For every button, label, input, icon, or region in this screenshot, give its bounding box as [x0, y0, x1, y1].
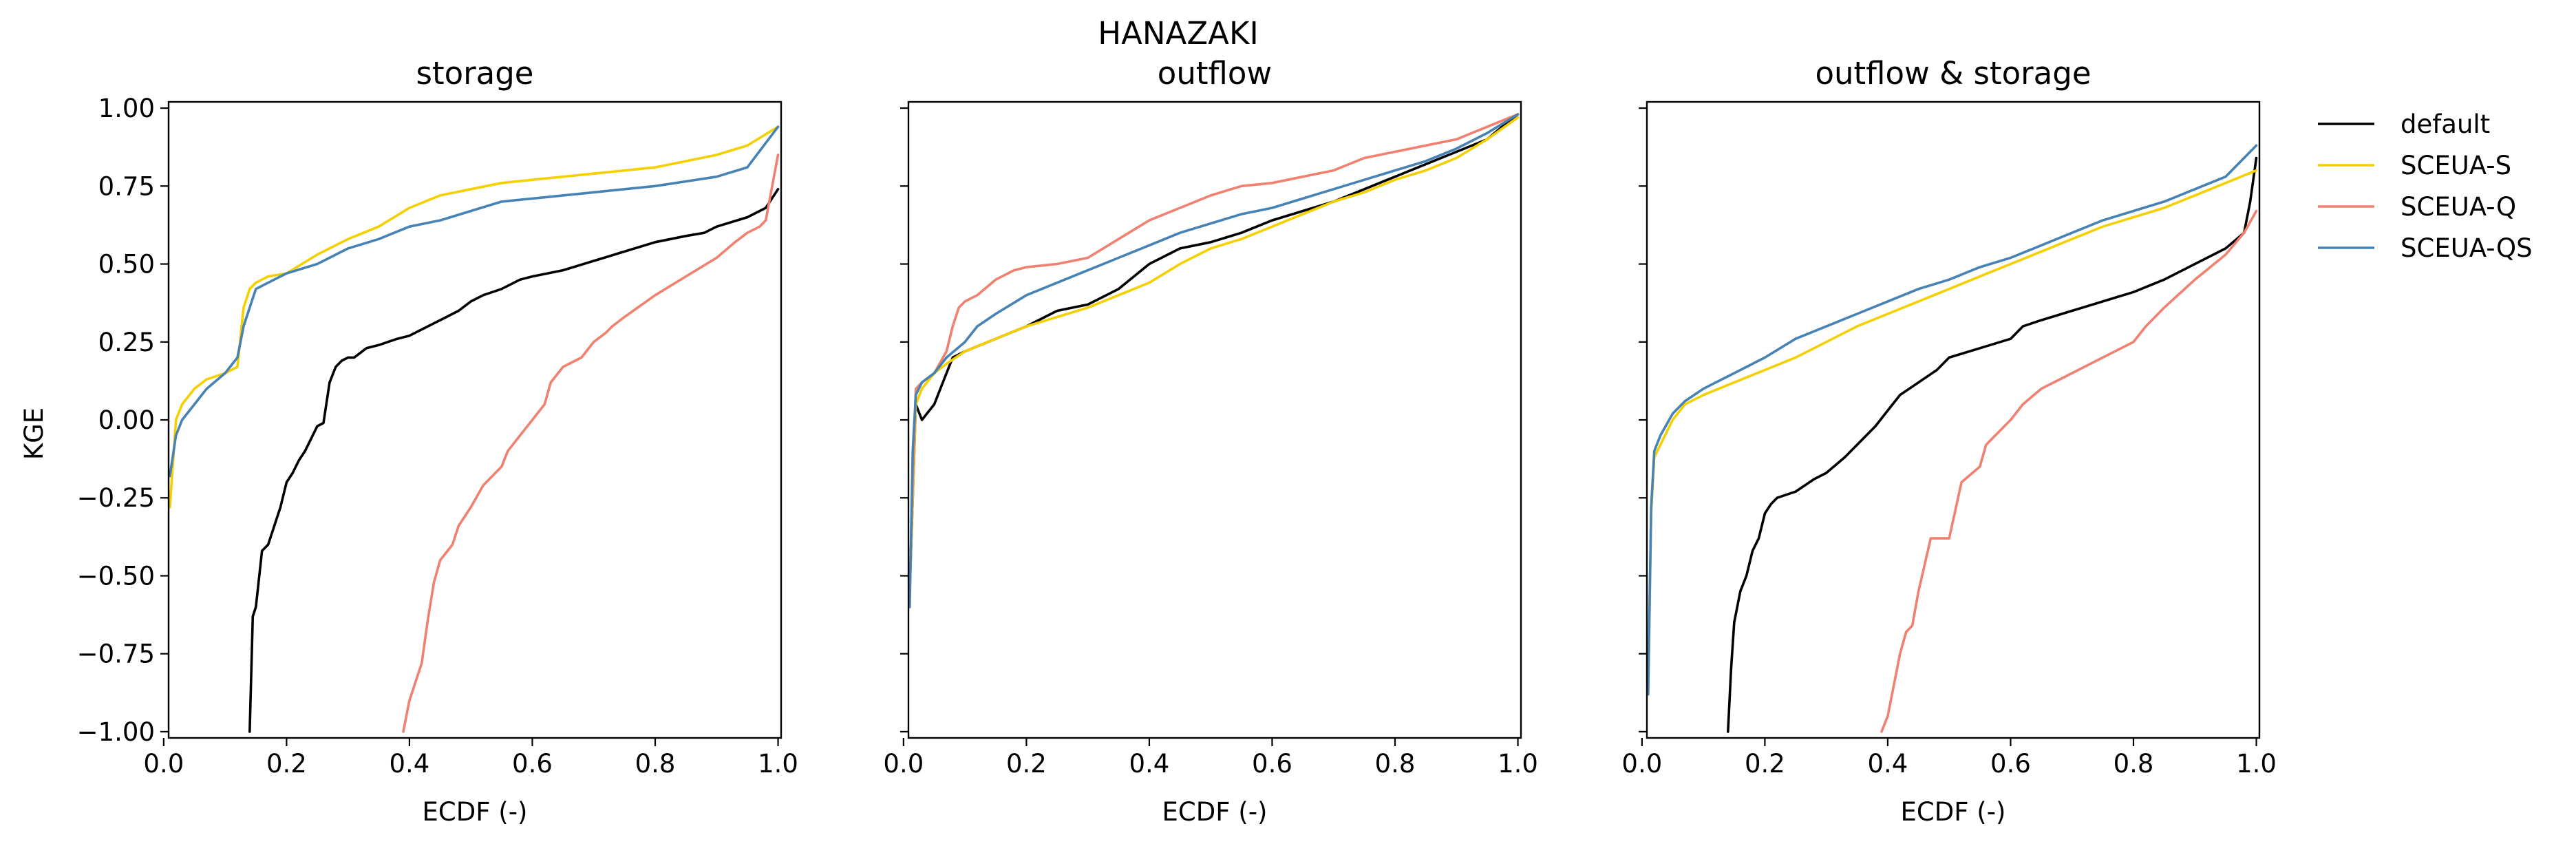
panel-3: outflow & storage 0.0 0.2 0.4 0.6 0.8 1.0 ECDF …	[1621, 55, 2277, 827]
x-tick-label: 0.8	[635, 749, 676, 779]
x-tick-label: 1.0	[2236, 749, 2277, 779]
legend-item-sceua-s: SCEUA-S	[2318, 151, 2511, 180]
legend-label: SCEUA-QS	[2401, 233, 2533, 263]
series-lines	[908, 113, 1520, 609]
series-line-default	[248, 187, 780, 733]
panel-title: outflow	[1158, 55, 1272, 92]
y-tick-label: −0.75	[77, 639, 155, 669]
legend-item-default: default	[2318, 109, 2490, 139]
legend-item-sceua-qs: SCEUA-QS	[2318, 233, 2533, 263]
x-tick-label: 0.2	[1745, 749, 1785, 779]
series-lines	[169, 125, 780, 733]
x-tick-label: 0.4	[1129, 749, 1170, 779]
x-tick-label: 1.0	[758, 749, 798, 779]
x-tick-label: 0.2	[266, 749, 307, 779]
y-tick-label: 0.75	[98, 171, 155, 201]
series-line-sceua-s	[169, 125, 780, 509]
x-axis-label: ECDF (-)	[1901, 797, 2006, 827]
series-lines	[1647, 144, 2258, 733]
y-tick-label: 0.50	[98, 250, 155, 279]
panel-title: storage	[416, 55, 534, 92]
y-tick-label: −1.00	[77, 717, 155, 747]
figure-suptitle: HANAZAKI	[1098, 15, 1258, 52]
x-tick-label: 0.6	[1990, 749, 2031, 779]
series-line-sceua-q	[908, 113, 1520, 593]
series-line-sceua-qs	[908, 113, 1520, 609]
series-line-sceua-qs	[169, 125, 780, 478]
y-tick-label: −0.25	[77, 483, 155, 513]
series-line-sceua-q	[402, 154, 780, 733]
x-tick-label: 0.0	[1621, 749, 1662, 779]
series-line-sceua-s	[908, 116, 1520, 593]
x-axis-label: ECDF (-)	[1162, 797, 1268, 827]
panel-2: outflow 0.0 0.2 0.4 0.6 0.8 1.0 ECDF (-)	[883, 55, 1538, 827]
x-tick-label: 0.0	[883, 749, 924, 779]
x-tick-label: 0.0	[143, 749, 184, 779]
x-tick-label: 0.2	[1006, 749, 1047, 779]
y-tick-label: 1.00	[98, 94, 155, 123]
x-tick-label: 1.0	[1498, 749, 1538, 779]
x-tick-label: 0.8	[1375, 749, 1416, 779]
y-tick-label: 0.25	[98, 328, 155, 357]
series-line-sceua-qs	[1647, 144, 2258, 696]
x-tick-label: 0.8	[2114, 749, 2154, 779]
legend-label: default	[2401, 109, 2490, 139]
legend-label: SCEUA-Q	[2401, 192, 2516, 222]
y-tick-label: −0.50	[77, 561, 155, 591]
legend-item-sceua-q: SCEUA-Q	[2318, 192, 2516, 222]
legend: default SCEUA-S SCEUA-Q SCEUA-QS	[2318, 109, 2533, 263]
series-line-sceua-s	[1647, 169, 2258, 696]
y-axis-label: KGE	[19, 408, 49, 460]
legend-label: SCEUA-S	[2401, 151, 2511, 180]
x-tick-label: 0.6	[512, 749, 553, 779]
series-line-default	[1727, 156, 2258, 733]
panel-1: storage 0.0 0.2 0.4 0.6 0.8 1.0 1.00 0.75 0.50 0.2…	[77, 55, 798, 827]
y-tick-label: 0.00	[98, 405, 155, 435]
x-tick-label: 0.4	[390, 749, 430, 779]
series-line-default	[908, 113, 1520, 593]
panel-title: outflow & storage	[1815, 55, 2091, 92]
panels: storage 0.0 0.2 0.4 0.6 0.8 1.0 1.00 0.75 0.50 0.2…	[77, 55, 2277, 827]
x-tick-label: 0.6	[1252, 749, 1292, 779]
x-tick-label: 0.4	[1868, 749, 1908, 779]
x-axis-label: ECDF (-)	[423, 797, 528, 827]
series-line-sceua-q	[1880, 209, 2258, 733]
